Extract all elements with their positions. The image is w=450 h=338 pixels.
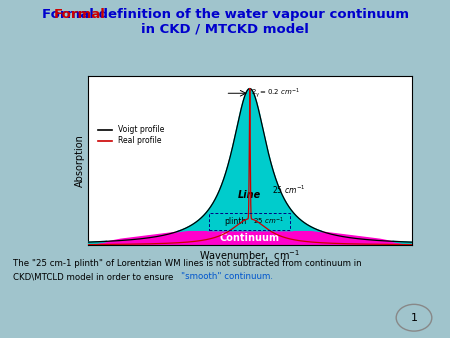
Text: $25\ cm^{-1}$: $25\ cm^{-1}$ [252,216,284,227]
Text: $2_\gamma = 0.2\ cm^{-1}$: $2_\gamma = 0.2\ cm^{-1}$ [251,87,300,100]
Text: $25\ cm^{-1}$: $25\ cm^{-1}$ [272,184,306,196]
Text: Line: Line [238,190,261,200]
Text: in CKD / MTCKD model: in CKD / MTCKD model [141,23,309,36]
Text: Formal definition of the water vapour continuum: Formal definition of the water vapour co… [41,8,409,21]
Bar [209,213,290,230]
Text: The "25 cm-1 plinth" of Lorentzian WM lines is not subtracted from continuum in: The "25 cm-1 plinth" of Lorentzian WM li… [13,259,361,268]
Y-axis label: Absorption: Absorption [75,134,85,187]
Text: Continuum: Continuum [220,233,280,243]
Text: "smooth" continuum.: "smooth" continuum. [181,272,273,281]
Text: CKD\MTCLD model in order to ensure: CKD\MTCLD model in order to ensure [13,272,176,281]
Text: 1: 1 [410,313,418,323]
Text: plinth: plinth [225,217,247,226]
X-axis label: Wavenumber,  cm$^{-1}$: Wavenumber, cm$^{-1}$ [199,248,300,263]
Text: Formal: Formal [54,8,105,21]
Legend: Voigt profile, Real profile: Voigt profile, Real profile [95,122,167,148]
